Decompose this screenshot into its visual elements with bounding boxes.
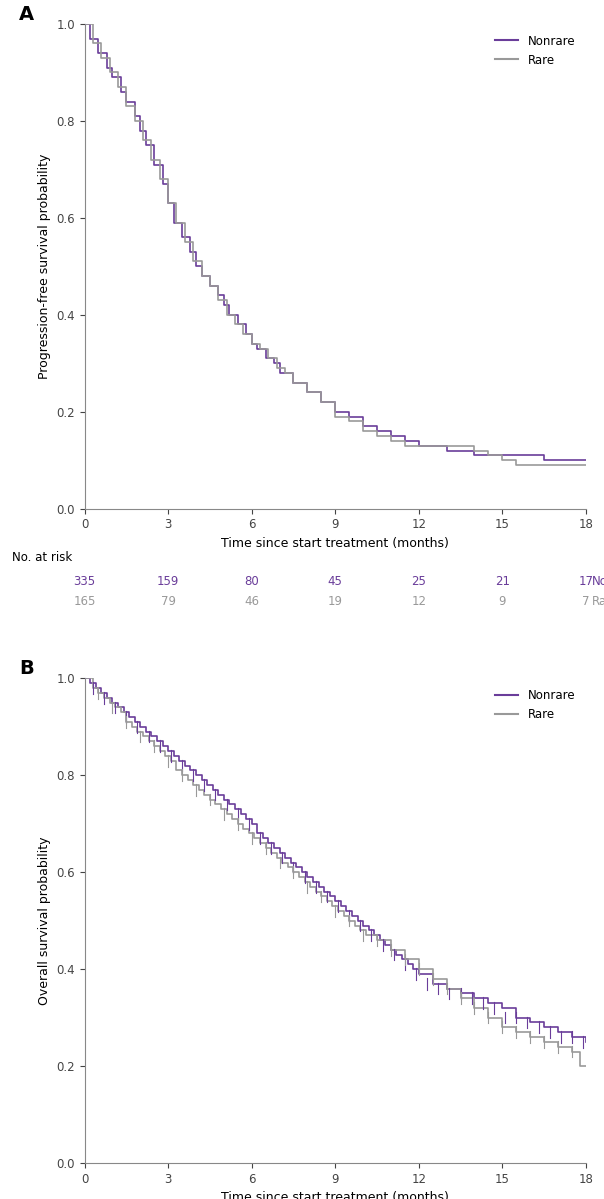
- Text: 12: 12: [411, 595, 426, 608]
- Text: 19: 19: [328, 595, 342, 608]
- Text: 45: 45: [328, 574, 342, 588]
- Text: Nonrare: Nonrare: [592, 574, 604, 588]
- Text: 25: 25: [411, 574, 426, 588]
- Legend: Nonrare, Rare: Nonrare, Rare: [490, 30, 580, 71]
- Text: 46: 46: [244, 595, 259, 608]
- Text: Rare: Rare: [592, 595, 604, 608]
- Y-axis label: Overall survival probability: Overall survival probability: [37, 837, 51, 1005]
- Text: 159: 159: [157, 574, 179, 588]
- Text: B: B: [19, 659, 34, 677]
- Text: 17: 17: [579, 574, 593, 588]
- Legend: Nonrare, Rare: Nonrare, Rare: [490, 685, 580, 725]
- X-axis label: Time since start treatment (months): Time since start treatment (months): [221, 537, 449, 550]
- Text: 80: 80: [244, 574, 259, 588]
- Text: A: A: [19, 5, 34, 24]
- Text: 335: 335: [74, 574, 95, 588]
- Text: No. at risk: No. at risk: [12, 550, 72, 564]
- Text: 7: 7: [582, 595, 590, 608]
- Text: 9: 9: [498, 595, 506, 608]
- Text: 165: 165: [73, 595, 96, 608]
- Y-axis label: Progression-free survival probability: Progression-free survival probability: [37, 153, 51, 379]
- X-axis label: Time since start treatment (months): Time since start treatment (months): [221, 1192, 449, 1199]
- Text: 21: 21: [495, 574, 510, 588]
- Text: 79: 79: [161, 595, 176, 608]
